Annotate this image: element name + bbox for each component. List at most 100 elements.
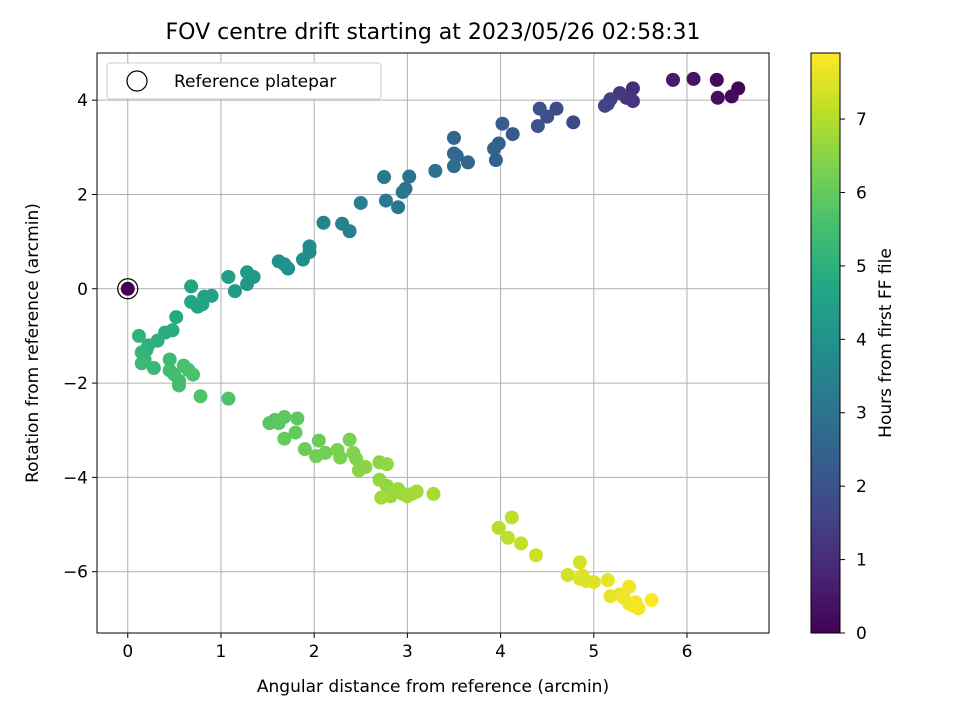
y-tick-label: −6 bbox=[63, 563, 88, 583]
data-point bbox=[724, 89, 739, 104]
data-point bbox=[316, 215, 331, 230]
colorbar-tick-label: 3 bbox=[856, 404, 867, 424]
y-tick-label: 2 bbox=[77, 185, 88, 205]
plot-frame bbox=[96, 52, 770, 634]
data-point bbox=[686, 71, 701, 86]
data-point bbox=[528, 548, 543, 563]
data-point bbox=[240, 277, 255, 292]
data-point bbox=[295, 252, 310, 267]
data-point bbox=[240, 265, 255, 280]
data-point bbox=[402, 169, 417, 184]
data-point bbox=[710, 90, 725, 105]
colorbar-tick-label: 7 bbox=[856, 110, 867, 130]
colorbar-tick-label: 5 bbox=[856, 257, 867, 277]
colorbar-gradient bbox=[810, 52, 841, 634]
data-point bbox=[358, 460, 373, 475]
data-point bbox=[572, 555, 587, 570]
x-tick-label: 3 bbox=[402, 642, 413, 662]
data-point bbox=[297, 442, 312, 457]
y-tick-label: 0 bbox=[77, 280, 88, 300]
data-point bbox=[131, 328, 146, 343]
data-point bbox=[586, 575, 601, 590]
data-point bbox=[428, 163, 443, 178]
y-tick-label: −4 bbox=[63, 468, 88, 488]
data-point bbox=[666, 72, 680, 87]
data-point bbox=[186, 367, 200, 382]
data-point bbox=[501, 530, 516, 545]
data-point bbox=[221, 269, 236, 284]
plot-area-background bbox=[97, 53, 769, 633]
data-point bbox=[288, 425, 303, 440]
data-point bbox=[221, 391, 236, 406]
data-point bbox=[597, 98, 612, 113]
data-point bbox=[271, 416, 286, 431]
colorbar-tick-label: 0 bbox=[856, 624, 867, 644]
colorbar-label: Hours from first FF file bbox=[876, 248, 896, 438]
data-point bbox=[349, 451, 364, 466]
data-point bbox=[342, 432, 357, 447]
y-axis-ticks: −6 −4 −2 0 2 4 bbox=[63, 91, 97, 583]
data-point bbox=[193, 389, 208, 404]
data-point bbox=[514, 536, 529, 551]
legend: Reference platepar bbox=[106, 62, 382, 100]
data-point bbox=[333, 450, 348, 465]
chart-title: FOV centre drift starting at 2023/05/26 … bbox=[166, 20, 701, 45]
data-point bbox=[709, 72, 724, 87]
x-axis-label: Angular distance from reference (arcmin) bbox=[257, 677, 609, 697]
data-point bbox=[184, 279, 199, 294]
y-tick-label: −2 bbox=[63, 374, 88, 394]
data-point bbox=[377, 170, 392, 185]
x-tick-label: 5 bbox=[588, 642, 599, 662]
x-tick-label: 4 bbox=[495, 642, 506, 662]
data-point bbox=[631, 601, 646, 616]
colorbar-ticks: 0 1 2 3 4 5 6 7 bbox=[840, 110, 867, 644]
grid-lines bbox=[97, 53, 769, 633]
data-point bbox=[495, 116, 510, 131]
data-point bbox=[409, 484, 424, 499]
data-point bbox=[487, 141, 502, 156]
data-point bbox=[277, 431, 292, 446]
data-points bbox=[120, 71, 746, 616]
colorbar-tick-label: 2 bbox=[856, 477, 867, 497]
data-point bbox=[311, 433, 326, 448]
data-point bbox=[625, 94, 640, 109]
data-point bbox=[391, 200, 406, 215]
data-point bbox=[460, 155, 475, 170]
colorbar: 0 1 2 3 4 5 6 7 Hours from first FF file bbox=[810, 52, 896, 644]
data-point bbox=[491, 520, 506, 535]
data-point bbox=[504, 510, 519, 525]
reference-marker bbox=[117, 278, 139, 300]
data-point bbox=[271, 254, 286, 269]
x-tick-label: 1 bbox=[216, 642, 227, 662]
data-point bbox=[505, 127, 520, 142]
data-point bbox=[549, 101, 564, 116]
y-tick-label: 4 bbox=[77, 91, 88, 111]
data-point bbox=[374, 490, 389, 505]
data-point bbox=[532, 101, 547, 116]
data-point bbox=[134, 356, 149, 371]
data-point bbox=[120, 281, 135, 296]
data-point bbox=[446, 130, 461, 145]
data-point bbox=[530, 119, 545, 134]
legend-marker-reference bbox=[126, 70, 148, 92]
data-point bbox=[290, 411, 305, 426]
x-tick-label: 6 bbox=[682, 642, 693, 662]
data-point bbox=[566, 115, 581, 130]
reference-platepar-marker bbox=[117, 278, 139, 300]
x-tick-label: 2 bbox=[309, 642, 320, 662]
y-axis-label: Rotation from reference (arcmin) bbox=[23, 203, 43, 483]
x-tick-label: 0 bbox=[122, 642, 133, 662]
data-point bbox=[600, 573, 615, 588]
data-point bbox=[302, 239, 317, 254]
colorbar-tick-label: 4 bbox=[856, 330, 867, 350]
data-point bbox=[335, 216, 350, 231]
data-point bbox=[379, 457, 394, 472]
data-point bbox=[488, 153, 503, 168]
legend-box bbox=[106, 62, 382, 100]
data-point bbox=[169, 310, 184, 325]
legend-entry-reference-platepar: Reference platepar bbox=[174, 72, 336, 92]
data-point bbox=[172, 378, 187, 393]
data-point bbox=[378, 193, 393, 208]
data-point bbox=[146, 360, 161, 375]
data-point bbox=[227, 284, 242, 299]
